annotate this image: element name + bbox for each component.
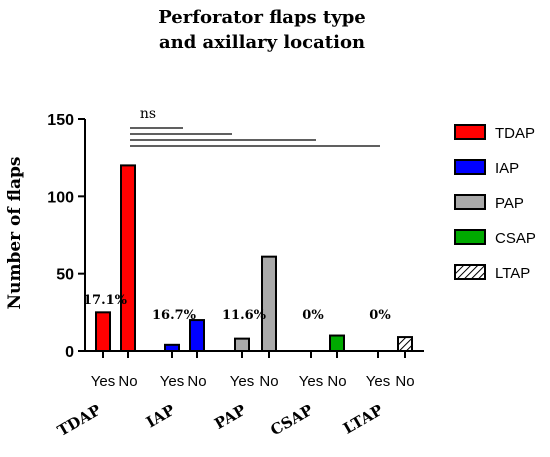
x-tick-label: No xyxy=(187,373,206,390)
legend-label-pap: PAP xyxy=(495,195,524,212)
legend-swatch-csap xyxy=(454,229,486,245)
y-tick-label: 0 xyxy=(65,344,74,361)
legend-label-csap: CSAP xyxy=(495,230,536,247)
legend-swatch-iap xyxy=(454,159,486,175)
legend-swatch-ltap xyxy=(454,264,486,280)
bar-pap-no xyxy=(261,255,277,352)
group-label-iap: IAP xyxy=(143,401,178,432)
bar-iap-no xyxy=(189,319,205,353)
x-tick-label: No xyxy=(395,373,414,390)
legend-swatch-tdap xyxy=(454,124,486,140)
bar-ltap-no xyxy=(397,336,413,352)
bars xyxy=(95,164,413,353)
legend-label-ltap: LTAP xyxy=(495,265,530,282)
chart-title-line-1: Perforator flaps type xyxy=(158,7,366,28)
group-label-ltap: LTAP xyxy=(340,401,386,438)
percent-label-pap: 11.6% xyxy=(222,308,267,323)
legend-label-tdap: TDAP xyxy=(495,125,535,142)
legend-swatch-pap xyxy=(454,194,486,210)
legend: TDAP IAP PAP CSAP LTAP xyxy=(454,124,536,282)
x-tick-label: Yes xyxy=(299,373,323,390)
bar-csap-no xyxy=(329,334,345,352)
x-tick-label: Yes xyxy=(160,373,184,390)
bar-tdap-no xyxy=(120,164,136,352)
x-tick-label: No xyxy=(259,373,278,390)
y-axis-title: Number of flaps xyxy=(5,157,25,310)
legend-label-iap: IAP xyxy=(495,160,519,177)
bar-tdap-yes xyxy=(95,311,111,353)
y-axis: 0 50 100 150 xyxy=(47,112,86,361)
significance-brackets xyxy=(130,127,380,147)
group-label-pap: PAP xyxy=(211,401,249,433)
bar-pap-yes xyxy=(234,337,250,353)
chart-title-line-2: and axillary location xyxy=(159,32,365,53)
group-label-tdap: TDAP xyxy=(54,401,104,440)
significance-label: ns xyxy=(140,106,156,122)
x-tick-label: No xyxy=(118,373,137,390)
percent-label-csap: 0% xyxy=(302,308,324,323)
percent-label-tdap: 17.1% xyxy=(83,293,128,308)
x-tick-label: No xyxy=(327,373,346,390)
y-tick-label: 50 xyxy=(56,267,74,284)
group-label-csap: CSAP xyxy=(267,401,316,439)
percent-label-iap: 16.7% xyxy=(152,308,197,323)
percent-label-ltap: 0% xyxy=(369,308,391,323)
y-tick-label: 150 xyxy=(47,112,74,129)
data-labels: 17.1% 16.7% 11.6% 0% 0% xyxy=(83,293,391,323)
x-tick-label: Yes xyxy=(230,373,254,390)
y-tick-label: 100 xyxy=(47,189,74,206)
x-tick-label: Yes xyxy=(366,373,390,390)
x-tick-label: Yes xyxy=(91,373,115,390)
